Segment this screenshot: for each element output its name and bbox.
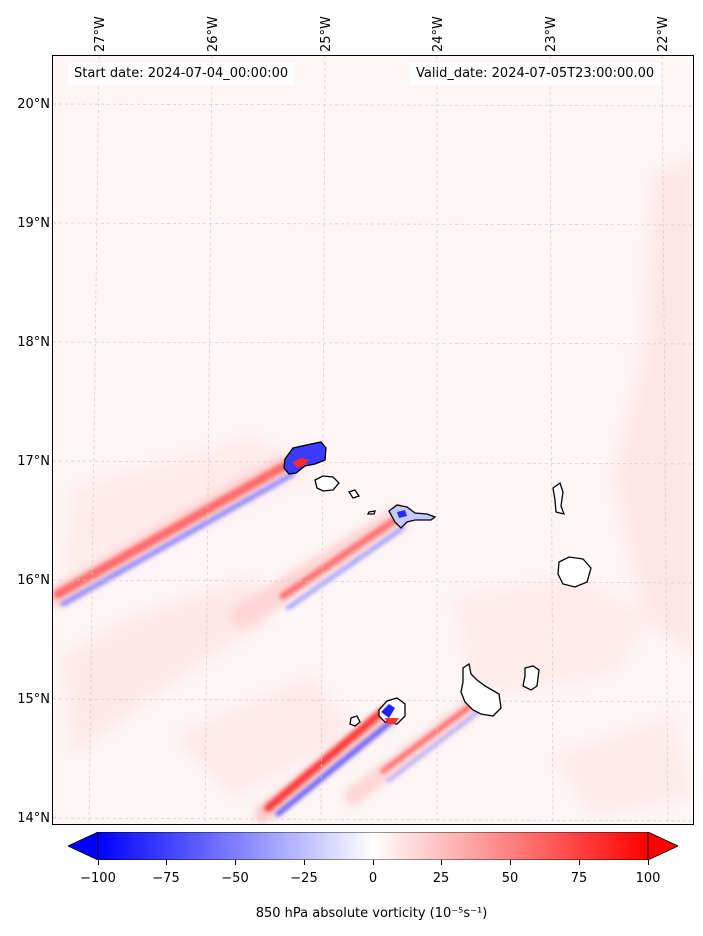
colorbar-min-extend-arrow xyxy=(68,832,99,860)
colorbar-tick-label: 0 xyxy=(368,871,378,886)
lon-tick-25w: 25°W xyxy=(319,16,334,52)
colorbar-tickmark xyxy=(98,860,99,865)
colorbar-tick-label: 25 xyxy=(432,871,450,886)
colorbar-gradient xyxy=(97,832,649,860)
background-vorticity-patches xyxy=(63,156,693,816)
lat-tick-18n: 18°N xyxy=(17,335,50,350)
colorbar-tick-label: 75 xyxy=(570,871,588,886)
island-boa-vista xyxy=(557,556,592,588)
vorticity-streak-santiago xyxy=(344,697,482,805)
vorticity-streak-sao-nicolau xyxy=(231,506,410,628)
vorticity-streak-santo-antao xyxy=(53,455,296,607)
lat-tick-20n: 20°N xyxy=(17,97,50,112)
colorbar-tickmark xyxy=(510,860,511,865)
vorticity-streak-fogo xyxy=(254,707,397,823)
lat-tick-15n: 15°N xyxy=(17,692,50,707)
lat-tick-14n: 14°N xyxy=(17,811,50,826)
colorbar xyxy=(68,832,678,860)
colorbar-max-extend-arrow xyxy=(647,832,678,860)
start-date-label: Start date: 2024-07-04_00:00:00 xyxy=(68,63,295,85)
colorbar-tick-label: −50 xyxy=(221,871,249,886)
colorbar-tickmark xyxy=(648,860,649,865)
island-sal xyxy=(552,481,566,515)
colorbar-tickmark xyxy=(579,860,580,865)
colorbar-tick-label: −100 xyxy=(80,871,116,886)
colorbar-tick-label: 100 xyxy=(635,871,661,886)
map-gridlines xyxy=(53,56,693,824)
colorbar-tick-label: −75 xyxy=(152,871,180,886)
colorbar-tickmark xyxy=(441,860,442,865)
lon-tick-26w: 26°W xyxy=(206,16,221,52)
island-sao-vicente xyxy=(314,475,340,492)
valid-date-label: Valid_date: 2024-07-05T23:00:00.00 xyxy=(410,63,661,85)
colorbar-tickmark xyxy=(235,860,236,865)
island-sao-nicolau xyxy=(388,504,437,529)
island-santa-luzia xyxy=(347,489,361,499)
lon-tick-23w: 23°W xyxy=(544,16,559,52)
island-brava xyxy=(349,715,361,727)
colorbar-tickmark xyxy=(304,860,305,865)
lat-tick-19n: 19°N xyxy=(17,216,50,231)
island-maio xyxy=(522,665,540,691)
lon-tick-27w: 27°W xyxy=(93,16,108,52)
lon-tick-24w: 24°W xyxy=(431,16,446,52)
lat-tick-17n: 17°N xyxy=(17,454,50,469)
vorticity-map xyxy=(52,55,694,825)
island-santo-antao xyxy=(283,441,327,475)
islands xyxy=(283,441,592,727)
island-santiago xyxy=(460,662,502,717)
vorticity-field xyxy=(53,56,693,824)
colorbar-label: 850 hPa absolute vorticity (10⁻⁵s⁻¹) xyxy=(255,906,488,921)
lon-tick-22w: 22°W xyxy=(656,16,671,52)
colorbar-tick-label: −25 xyxy=(290,871,318,886)
colorbar-tickmark xyxy=(373,860,374,865)
colorbar-tick-label: 50 xyxy=(501,871,519,886)
lat-tick-16n: 16°N xyxy=(17,573,50,588)
colorbar-tickmark xyxy=(166,860,167,865)
